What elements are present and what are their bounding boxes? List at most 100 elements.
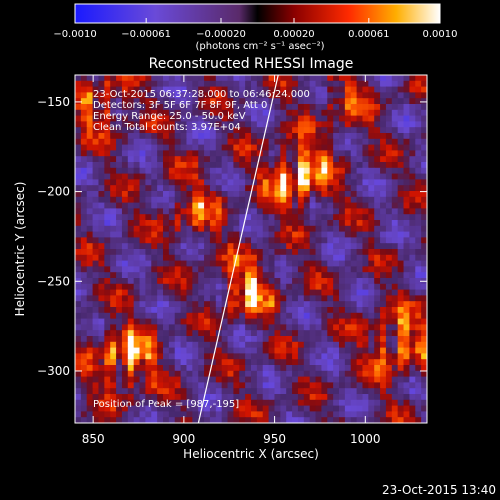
heatmap-cell [297,394,305,401]
heatmap-cell [415,301,422,308]
heatmap-cell [303,353,311,360]
heatmap-cell [127,301,135,308]
heatmap-cell [163,144,170,151]
heatmap-cell [245,249,252,256]
heatmap-cell [421,249,427,256]
heatmap-cell [157,347,164,354]
heatmap-cell [198,336,205,343]
heatmap-cell [139,399,146,407]
x-tick-label: 850 [82,432,105,446]
heatmap-cell [221,179,229,186]
heatmap-cell [92,382,100,389]
heatmap-cell [286,295,293,302]
heatmap-cell [274,225,281,233]
heatmap-cell [168,254,176,262]
heatmap-cell [86,278,94,285]
heatmap-cell [145,388,152,395]
heatmap-cell [356,388,364,395]
heatmap-cell [168,133,176,140]
heatmap-cell [245,156,252,163]
heatmap-cell [368,289,375,296]
heatmap-cell [209,365,217,372]
heatmap-cell [297,341,305,349]
heatmap-cell [350,138,358,146]
heatmap-cell [163,254,170,262]
heatmap-cell [350,191,358,198]
heatmap-cell [133,80,141,88]
heatmap-cell [315,283,322,291]
heatmap-cell [227,80,234,88]
heatmap-cell [198,127,205,134]
heatmap-cell [104,196,111,204]
heatmap-cell [356,185,364,192]
heatmap-cell [391,138,399,146]
heatmap-cell [380,150,387,157]
heatmap-cell [116,121,123,128]
heatmap-cell [75,260,82,267]
heatmap-cell [80,225,88,233]
heatmap-cell [215,266,223,273]
heatmap-cell [403,266,410,273]
heatmap-cell [180,121,188,128]
heatmap-cell [344,225,352,233]
heatmap-cell [198,359,205,366]
heatmap-cell [209,75,217,82]
heatmap-cell [409,382,416,389]
heatmap-cell [151,382,158,389]
heatmap-cell [204,237,211,244]
heatmap-cell [251,191,258,198]
heatmap-cell [292,359,299,366]
heatmap-cell [280,347,287,354]
heatmap-cell [362,370,369,378]
heatmap-cell [75,370,82,378]
heatmap-cell [303,382,311,389]
heatmap-cell [321,225,328,233]
heatmap-cell [80,266,88,273]
heatmap-cell [92,237,100,244]
heatmap-cell [350,214,358,221]
heatmap-cell [163,336,170,343]
heatmap-cell [356,237,364,244]
heatmap-cell [344,144,352,151]
heatmap-cell [75,162,82,169]
heatmap-cell [186,191,193,198]
heatmap-cell [75,411,82,418]
heatmap-cell [303,191,311,198]
heatmap-cell [268,237,276,244]
heatmap-cell [274,411,281,418]
heatmap-cell [209,399,217,407]
heatmap-cell [186,365,193,372]
heatmap-cell [292,272,299,279]
heatmap-cell [180,388,188,395]
heatmap-cell [92,231,100,238]
heatmap-cell [221,75,229,82]
heatmap-cell [421,127,427,134]
heatmap-cell [380,278,387,285]
heatmap-cell [221,92,229,99]
heatmap-cell [385,365,393,372]
heatmap-cell [127,365,135,372]
heatmap-cell [127,179,135,186]
heatmap-cell [362,104,369,111]
heatmap-cell [286,388,293,395]
heatmap-cell [245,133,252,140]
heatmap-cell [397,133,405,140]
heatmap-cell [397,167,405,175]
heatmap-cell [315,185,322,192]
heatmap-cell [80,307,88,314]
heatmap-cell [198,196,205,204]
heatmap-cell [86,208,94,215]
heatmap-cell [309,167,317,175]
heatmap-cell [139,260,146,267]
heatmap-cell [204,133,211,140]
heatmap-cell [104,411,111,418]
heatmap-cell [256,301,264,308]
heatmap-cell [198,92,205,99]
heatmap-cell [110,109,117,117]
heatmap-cell [251,167,258,175]
heatmap-cell [168,75,176,82]
heatmap-cell [403,173,410,180]
heatmap-cell [286,399,293,407]
heatmap-cell [256,231,264,238]
heatmap-cell [251,179,258,186]
